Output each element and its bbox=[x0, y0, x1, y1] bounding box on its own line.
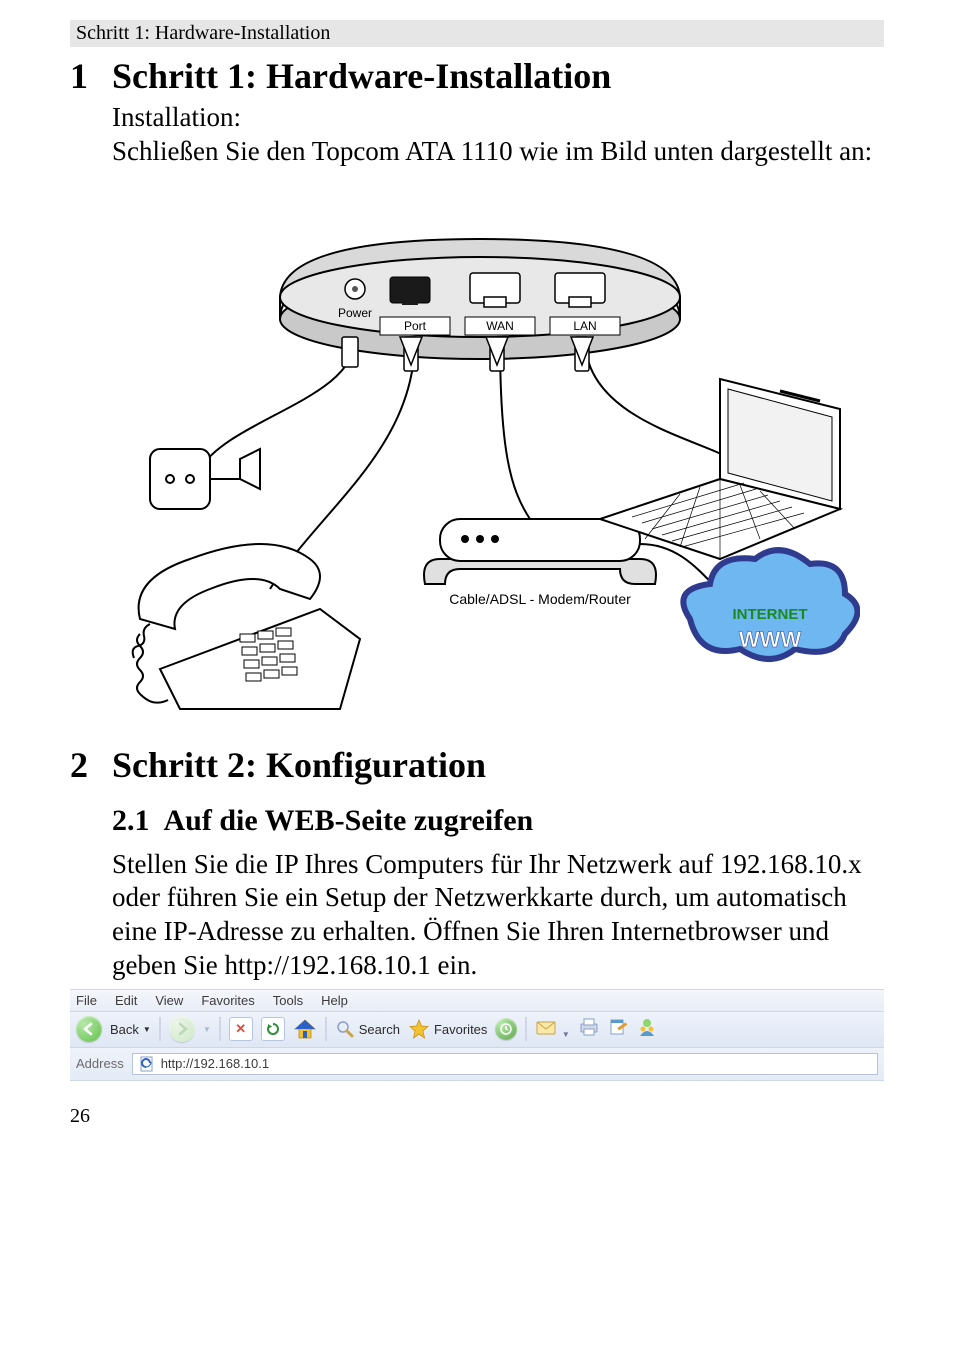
ata-device: Power Port WAN LAN bbox=[280, 239, 680, 359]
label-power: Power bbox=[338, 306, 372, 320]
edit-button[interactable] bbox=[608, 1017, 628, 1042]
section2-heading: 2 Schritt 2: Konfiguration bbox=[70, 744, 884, 786]
forward-dropdown[interactable]: ▼ bbox=[203, 1025, 211, 1034]
modem-label: Cable/ADSL - Modem/Router bbox=[449, 591, 631, 607]
edit-icon bbox=[608, 1017, 628, 1037]
page-number: 26 bbox=[70, 1105, 884, 1128]
ie-toolbar: File Edit View Favorites Tools Help Back… bbox=[70, 989, 884, 1081]
menu-edit[interactable]: Edit bbox=[115, 993, 137, 1008]
section2-title: Schritt 2: Konfiguration bbox=[112, 744, 486, 786]
section2-num: 2 bbox=[70, 744, 98, 786]
label-lan: LAN bbox=[573, 319, 596, 333]
ie-page-icon bbox=[139, 1056, 155, 1072]
print-button[interactable] bbox=[578, 1017, 600, 1042]
menu-tools[interactable]: Tools bbox=[273, 993, 303, 1008]
search-icon bbox=[335, 1019, 355, 1039]
address-label: Address bbox=[76, 1056, 124, 1071]
separator bbox=[159, 1017, 161, 1041]
messenger-icon bbox=[636, 1016, 658, 1038]
separator bbox=[219, 1017, 221, 1041]
refresh-button[interactable] bbox=[261, 1017, 285, 1041]
stop-button[interactable]: ✕ bbox=[229, 1017, 253, 1041]
separator bbox=[325, 1017, 327, 1041]
power-plug-icon bbox=[150, 449, 260, 509]
section1-line2: Schließen Sie den Topcom ATA 1110 wie im… bbox=[112, 135, 884, 169]
home-button[interactable] bbox=[293, 1017, 317, 1041]
subsection-heading: 2.1 Auf die WEB-Seite zugreifen bbox=[112, 804, 884, 838]
subsection-title: Auf die WEB-Seite zugreifen bbox=[164, 804, 534, 838]
hardware-diagram: Power Port WAN LAN bbox=[80, 189, 884, 724]
search-button[interactable]: Search bbox=[335, 1019, 400, 1039]
telephone-icon bbox=[133, 544, 360, 709]
menu-file[interactable]: File bbox=[76, 993, 97, 1008]
address-input[interactable]: http://192.168.10.1 bbox=[132, 1053, 878, 1075]
section1-line1: Installation: bbox=[112, 101, 884, 135]
menu-help[interactable]: Help bbox=[321, 993, 348, 1008]
label-wan: WAN bbox=[486, 319, 514, 333]
back-label[interactable]: Back ▼ bbox=[110, 1022, 151, 1037]
internet-label: INTERNET bbox=[733, 606, 808, 623]
messenger-button[interactable] bbox=[636, 1016, 658, 1043]
ie-buttons-bar: Back ▼ ▼ ✕ bbox=[70, 1011, 884, 1048]
back-button[interactable] bbox=[76, 1016, 102, 1042]
separator bbox=[525, 1017, 527, 1041]
mail-icon bbox=[535, 1017, 557, 1037]
section1-num: 1 bbox=[70, 55, 98, 97]
print-icon bbox=[578, 1017, 600, 1037]
www-text: WWW bbox=[739, 627, 802, 652]
star-icon bbox=[408, 1018, 430, 1040]
section1-title: Schritt 1: Hardware-Installation bbox=[112, 55, 611, 97]
section1-body: Installation: Schließen Sie den Topcom A… bbox=[112, 101, 884, 169]
page-header-bar: Schritt 1: Hardware-Installation bbox=[70, 20, 884, 47]
ie-address-bar: Address http://192.168.10.1 bbox=[70, 1048, 884, 1081]
subsection-num: 2.1 bbox=[112, 804, 150, 838]
menu-view[interactable]: View bbox=[155, 993, 183, 1008]
favorites-button[interactable]: Favorites bbox=[408, 1018, 487, 1040]
forward-button[interactable] bbox=[169, 1016, 195, 1042]
mail-button[interactable]: ▼ bbox=[535, 1017, 569, 1042]
menu-favorites[interactable]: Favorites bbox=[201, 993, 254, 1008]
label-port: Port bbox=[404, 319, 427, 333]
section1-heading: 1 Schritt 1: Hardware-Installation bbox=[70, 55, 884, 97]
section2-para: Stellen Sie die IP Ihres Computers für I… bbox=[112, 849, 862, 980]
address-url: http://192.168.10.1 bbox=[161, 1056, 269, 1071]
laptop-icon bbox=[600, 379, 840, 559]
section2-body: Stellen Sie die IP Ihres Computers für I… bbox=[112, 848, 884, 983]
history-button[interactable] bbox=[495, 1018, 517, 1040]
ie-menu-bar: File Edit View Favorites Tools Help bbox=[70, 989, 884, 1011]
internet-cloud-icon: INTERNET WWW bbox=[683, 550, 857, 659]
page-header-text: Schritt 1: Hardware-Installation bbox=[76, 22, 330, 44]
